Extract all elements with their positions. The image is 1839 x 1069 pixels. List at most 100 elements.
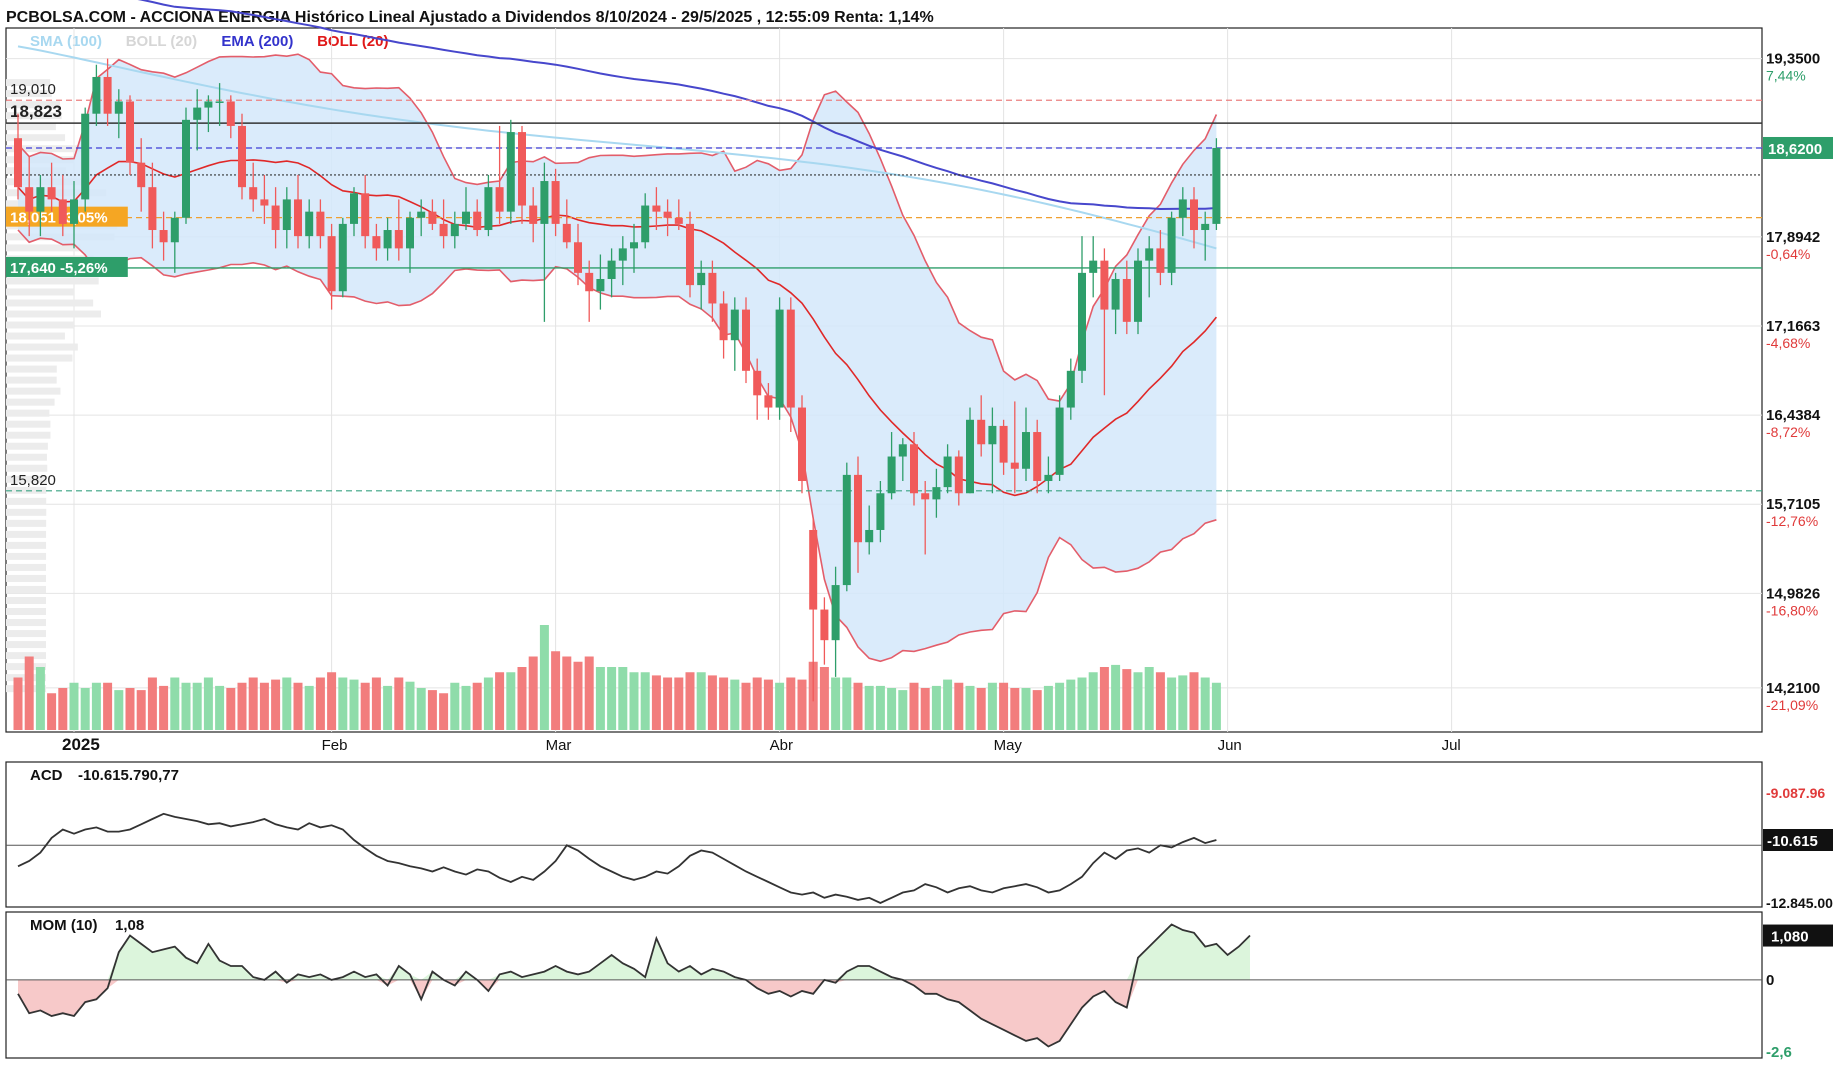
candle[interactable] — [708, 260, 717, 322]
candle[interactable] — [338, 217, 347, 298]
candle[interactable] — [215, 83, 224, 126]
candle[interactable] — [394, 199, 403, 261]
candle[interactable] — [630, 223, 638, 273]
candle[interactable] — [529, 187, 538, 243]
candle[interactable] — [988, 407, 997, 494]
candle[interactable] — [820, 597, 829, 665]
candle[interactable] — [966, 407, 974, 494]
candle[interactable] — [1134, 248, 1142, 335]
candle[interactable] — [518, 125, 526, 224]
candle[interactable] — [753, 358, 762, 420]
candle[interactable] — [193, 89, 202, 151]
candle[interactable] — [865, 505, 874, 555]
candle[interactable] — [719, 291, 728, 359]
candle[interactable] — [1055, 395, 1064, 482]
candle[interactable] — [36, 174, 45, 237]
candle[interactable] — [484, 174, 493, 237]
candle[interactable] — [999, 419, 1008, 475]
candle[interactable] — [932, 468, 941, 518]
candle[interactable] — [764, 383, 773, 420]
acd-panel[interactable]: ACD-10.615.790,77-9.087.96-10.951.56-12.… — [5, 761, 1833, 911]
candle[interactable] — [372, 223, 381, 261]
candle[interactable] — [383, 217, 392, 261]
candle[interactable] — [47, 162, 56, 212]
candle[interactable] — [697, 260, 706, 310]
candle[interactable] — [249, 162, 258, 212]
candle[interactable] — [92, 64, 101, 126]
candle[interactable] — [148, 162, 157, 249]
candle[interactable] — [1010, 401, 1019, 494]
candle[interactable] — [14, 113, 22, 200]
candle[interactable] — [159, 211, 168, 261]
candle[interactable] — [204, 95, 213, 133]
candle[interactable] — [1033, 419, 1042, 494]
candle[interactable] — [786, 297, 795, 433]
candle[interactable] — [137, 138, 146, 212]
candle[interactable] — [574, 223, 582, 286]
candle[interactable] — [1100, 248, 1109, 396]
candle[interactable] — [842, 462, 851, 592]
candle[interactable] — [103, 58, 112, 126]
candle[interactable] — [898, 438, 907, 482]
candle[interactable] — [1078, 236, 1086, 384]
candle[interactable] — [439, 199, 448, 249]
candle[interactable] — [450, 211, 459, 249]
candle[interactable] — [551, 168, 560, 237]
candle[interactable] — [126, 95, 134, 175]
candle[interactable] — [428, 199, 437, 231]
candle[interactable] — [954, 450, 963, 506]
candle[interactable] — [910, 432, 918, 506]
candle[interactable] — [473, 199, 482, 237]
candle[interactable] — [1201, 211, 1210, 261]
candle[interactable] — [25, 156, 34, 237]
candle[interactable] — [70, 181, 78, 249]
candle[interactable] — [1167, 211, 1176, 286]
candle[interactable] — [1022, 407, 1030, 482]
candle[interactable] — [495, 125, 504, 224]
candle[interactable] — [854, 456, 862, 573]
candle[interactable] — [406, 211, 414, 273]
candle[interactable] — [1212, 138, 1221, 231]
candle[interactable] — [887, 432, 896, 500]
candle[interactable] — [809, 517, 818, 702]
candle[interactable] — [1066, 358, 1075, 420]
candle[interactable] — [114, 89, 123, 139]
candle[interactable] — [1111, 272, 1120, 335]
candle[interactable] — [260, 174, 269, 224]
candle[interactable] — [652, 187, 661, 231]
candle[interactable] — [730, 297, 739, 371]
candle[interactable] — [607, 248, 616, 298]
candle[interactable] — [271, 187, 280, 249]
candle[interactable] — [361, 174, 370, 249]
candle[interactable] — [238, 113, 246, 200]
candle[interactable] — [316, 199, 325, 249]
candle[interactable] — [876, 481, 885, 543]
candle[interactable] — [618, 236, 627, 286]
candle[interactable] — [775, 297, 784, 420]
candle[interactable] — [350, 187, 358, 237]
candle[interactable] — [1156, 230, 1165, 286]
candle[interactable] — [663, 199, 672, 237]
candle[interactable] — [1190, 187, 1198, 249]
candle[interactable] — [585, 260, 594, 322]
candle[interactable] — [417, 199, 426, 237]
candle[interactable] — [282, 187, 291, 249]
candle[interactable] — [327, 223, 336, 310]
candle[interactable] — [305, 199, 314, 249]
candle[interactable] — [1122, 260, 1131, 335]
candle[interactable] — [1044, 456, 1053, 494]
candle[interactable] — [226, 95, 235, 139]
candle[interactable] — [742, 297, 750, 384]
candle[interactable] — [596, 254, 605, 310]
candle[interactable] — [1089, 236, 1098, 298]
candle[interactable] — [686, 211, 694, 298]
candle[interactable] — [294, 174, 302, 249]
candle[interactable] — [831, 566, 840, 677]
candle[interactable] — [977, 395, 986, 457]
price-panel[interactable]: 19,010 18,823 18,051 -3,05% 17,640 -5,26% 15… — [5, 0, 1833, 754]
candle[interactable] — [540, 162, 549, 322]
candle[interactable] — [943, 444, 952, 494]
candle[interactable] — [921, 481, 930, 555]
candle[interactable] — [506, 119, 515, 224]
